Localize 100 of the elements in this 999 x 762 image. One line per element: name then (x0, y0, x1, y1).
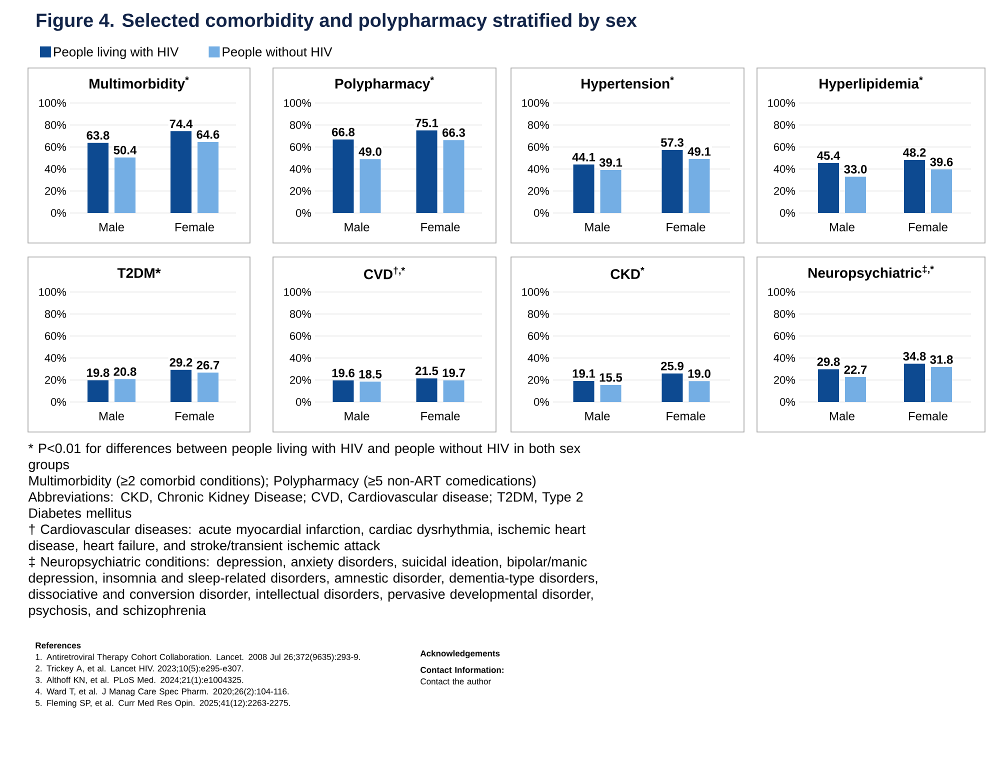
x-tick-label: Female (175, 222, 214, 232)
x-tick-label: Male (99, 412, 124, 420)
x-tick-label: Male (99, 222, 124, 232)
y-tick-label: 80% (528, 121, 550, 129)
data-label: 39.6 (930, 158, 953, 166)
bar (573, 164, 594, 213)
y-tick-label: 100% (39, 288, 66, 296)
data-label: 66.8 (332, 128, 355, 136)
y-tick-label: 40% (290, 354, 312, 362)
y-tick-label: 80% (44, 121, 66, 129)
x-tick-label: Female (666, 222, 706, 232)
text: Contact the author (420, 678, 491, 684)
x-tick-label: Female (175, 412, 214, 420)
chart-title: Hyperlipidemia$^{*}$ (820, 76, 923, 92)
y-tick-label: 80% (774, 121, 796, 129)
text: * P<0.01 for differences between people living with HIV and people without HIV in both sex groups (28, 443, 580, 472)
text: References (36, 642, 81, 648)
y-tick-label: 80% (290, 121, 312, 129)
x-tick-label: Female (908, 222, 948, 232)
x-tick-label: Male (344, 412, 370, 420)
bar (88, 380, 109, 402)
y-tick-label: 40% (528, 165, 550, 173)
y-tick-label: 20% (290, 376, 312, 384)
y-tick-label: 0% (534, 209, 550, 217)
y-tick-label: 40% (290, 165, 312, 173)
data-label: 44.1 (572, 153, 596, 162)
y-tick-label: 20% (45, 187, 66, 195)
data-label: 19.6 (332, 368, 354, 378)
bar (332, 140, 354, 213)
data-label: 31.8 (930, 355, 953, 364)
bar (931, 169, 952, 213)
data-label: 75.1 (416, 118, 438, 128)
y-tick-label: 0% (296, 209, 312, 217)
y-tick-label: 60% (45, 143, 66, 151)
text: Contact Information: (420, 666, 504, 673)
data-label: 19.1 (572, 369, 596, 378)
bar (114, 158, 136, 213)
y-tick-label: 60% (290, 332, 312, 340)
data-label: 39.1 (599, 158, 622, 167)
text: † Cardiovascular diseases: acute myocardial infarction, cardiac dysrhythmia, ischemic heart disease, heart failure, and stroke/transient ischemic attack (28, 524, 586, 552)
y-tick-label: 20% (528, 187, 550, 195)
y-tick-label: 20% (290, 187, 312, 195)
bar (198, 372, 219, 402)
data-label: 49.1 (688, 147, 711, 156)
bar (904, 364, 925, 402)
bar (688, 381, 710, 402)
x-tick-label: Male (585, 222, 610, 232)
y-tick-label: 100% (284, 288, 312, 296)
bar (688, 158, 710, 213)
text: 3. Althoff KN, et al. PLoS Med. 2024;21(1):e1004325. (36, 676, 244, 685)
text: Figure 4. Selected comorbidity and polypharmacy stratified by sex (36, 13, 637, 31)
data-label: 20.8 (114, 367, 136, 376)
bar (904, 160, 925, 213)
text: Multimorbidity (≥2 comorbid conditions); Polypharmacy (≥5 non-ART comedications) (29, 476, 536, 488)
y-tick-label: 80% (44, 310, 66, 318)
data-label: 63.8 (86, 131, 110, 140)
y-tick-label: 60% (528, 332, 550, 340)
data-label: 64.6 (196, 130, 220, 139)
bar (600, 384, 622, 402)
data-label: 49.0 (358, 147, 382, 156)
y-tick-label: 20% (774, 187, 796, 195)
x-tick-label: Female (908, 412, 948, 420)
text: Abbreviations: CKD, Chronic Kidney Disease; CVD, Cardiovascular disease; T2DM, Type 2 Diabetes mellitus (28, 492, 583, 518)
y-tick-label: 60% (290, 143, 312, 151)
y-tick-label: 20% (45, 376, 66, 384)
data-label: 29.2 (170, 358, 192, 367)
data-label: 21.5 (416, 366, 438, 376)
bar (600, 170, 622, 213)
y-tick-label: 40% (774, 165, 796, 173)
x-tick-label: Male (830, 222, 854, 232)
data-label: 15.5 (600, 373, 622, 382)
chart-title: Polypharmacy$^{*}$ (335, 76, 434, 92)
data-label: 19.8 (87, 368, 110, 378)
data-label: 33.0 (844, 164, 867, 174)
x-tick-label: Male (344, 222, 370, 232)
chart-title: CKD$^{*}$ (610, 266, 644, 280)
bar (845, 377, 866, 402)
y-tick-label: 40% (44, 354, 66, 362)
bar (818, 369, 840, 402)
text: 2. Trickey A, et al. Lancet HIV. 2023;10(5):e295-e307. (36, 665, 244, 674)
bar (662, 150, 683, 213)
bar (114, 379, 136, 402)
data-label: 66.3 (442, 128, 465, 137)
y-tick-label: 100% (39, 99, 66, 107)
data-label: 26.7 (196, 360, 220, 370)
data-label: 57.3 (660, 138, 684, 147)
text: Acknowledgements (420, 650, 500, 658)
text: 5. Fleming SP, et al. Curr Med Res Opin. 2025;41(12):2263-2275. (36, 700, 290, 708)
bar (931, 367, 952, 402)
data-label: 45.4 (817, 151, 840, 160)
y-tick-label: 0% (780, 209, 796, 217)
y-tick-label: 100% (768, 99, 796, 107)
data-label: 19.7 (442, 368, 465, 378)
data-label: 48.2 (903, 148, 926, 157)
chart-title: Hypertension$^{*}$ (582, 76, 674, 92)
data-label: 25.9 (661, 362, 684, 370)
y-tick-label: 0% (51, 209, 66, 217)
bar (360, 159, 381, 213)
legend-label: People without HIV (222, 46, 332, 60)
text: ‡ Neuropsychiatric conditions: depression, anxiety disorders, suicidal ideation, bipolar/manic depression, insomnia and sleep-related disorders, amnestic disorder, dementia-type disorders, dissociative and conversion disorder, intellectual disorders, pervasive developmental disorder, psychosis, and schizophrenia (28, 556, 598, 618)
